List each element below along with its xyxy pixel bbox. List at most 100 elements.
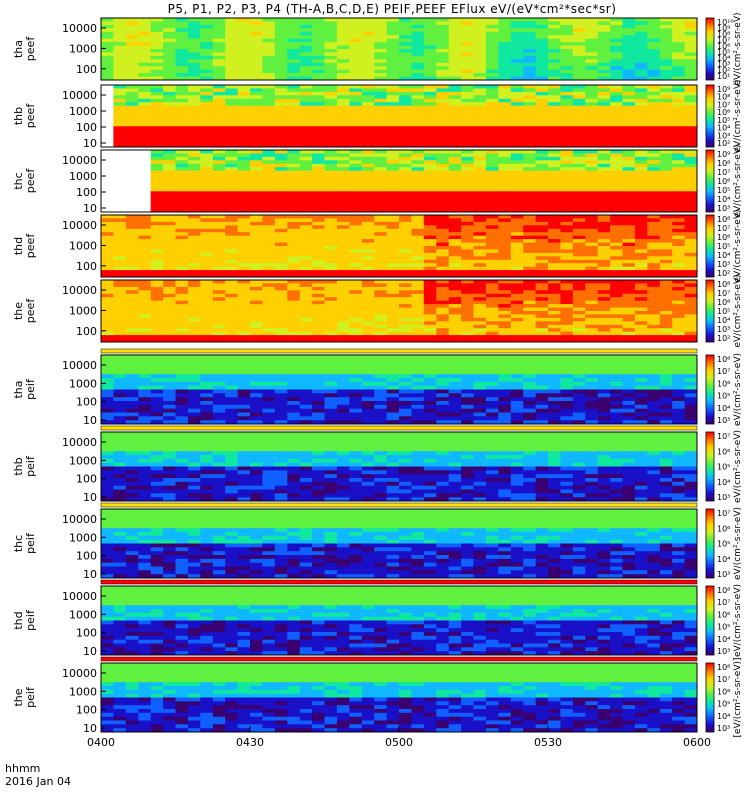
heatmap-cell [672, 208, 686, 213]
heatmap-cell [163, 163, 176, 168]
heatmap-cell [225, 246, 239, 250]
heatmap-cell [299, 393, 313, 398]
heatmap-cell [597, 270, 611, 274]
heatmap-cell [212, 45, 226, 50]
heatmap-cell [461, 85, 474, 89]
heatmap-cell [200, 366, 214, 371]
heatmap-cell [548, 181, 561, 185]
heatmap-cell [523, 266, 537, 271]
heatmap-cell [423, 160, 437, 165]
heatmap-cell [473, 170, 487, 175]
heatmap-cell [560, 122, 574, 127]
heatmap-cell [672, 91, 686, 96]
heatmap-cell [274, 393, 288, 398]
heatmap-cell [386, 397, 400, 402]
heatmap-cell [448, 252, 462, 257]
heatmap-cell [237, 256, 251, 261]
heatmap-cell [647, 246, 661, 250]
heatmap-cell [510, 91, 524, 96]
heatmap-cell [510, 150, 524, 154]
heatmap-cell [647, 55, 661, 60]
heatmap-cell [138, 358, 152, 364]
heatmap-cell [659, 170, 673, 175]
heatmap-cell [336, 69, 350, 74]
heatmap-cell [262, 208, 276, 213]
heatmap-cell [399, 126, 412, 131]
heatmap-cell [336, 191, 350, 196]
heatmap-cell [461, 273, 474, 278]
heatmap-cell [101, 55, 114, 60]
heatmap-cell [113, 140, 127, 144]
heatmap-cell [548, 205, 561, 209]
heatmap-cell [386, 76, 400, 81]
heatmap-cell [585, 304, 599, 308]
heatmap-cell [523, 116, 537, 120]
heatmap-cell [237, 49, 251, 53]
heatmap-cell [250, 205, 263, 209]
heatmap-cell [250, 69, 263, 74]
heatmap-cell [535, 170, 549, 175]
heatmap-cell [349, 62, 363, 67]
heatmap-cell [274, 208, 288, 213]
heatmap-cell [299, 191, 313, 196]
heatmap-cell [125, 95, 139, 100]
heatmap-cell [287, 246, 301, 250]
heatmap-cell [498, 62, 512, 67]
heatmap-cell [585, 52, 599, 57]
heatmap-cell [423, 311, 437, 315]
heatmap-cell [287, 85, 301, 89]
heatmap-cell [535, 24, 549, 29]
heatmap-cell [560, 181, 574, 185]
heatmap-cell [237, 215, 251, 219]
heatmap-cell [175, 198, 189, 203]
heatmap-cell [485, 136, 499, 141]
heatmap-cell [287, 102, 301, 107]
heatmap-cell [510, 218, 524, 223]
heatmap-cell [299, 273, 313, 278]
heatmap-cell [485, 69, 499, 74]
heatmap-cell [237, 293, 251, 298]
heatmap-cell [299, 112, 313, 117]
heatmap-cell [423, 201, 437, 206]
y-tick-label: 10000 [62, 284, 97, 297]
heatmap-cell [622, 62, 636, 67]
heatmap-cell [274, 18, 288, 22]
heatmap-cell [125, 385, 139, 390]
heatmap-cell [634, 187, 648, 192]
heatmap-cell [659, 259, 673, 264]
heatmap-cell [436, 62, 450, 67]
heatmap-cell [672, 228, 686, 233]
heatmap-cell [622, 126, 636, 131]
heatmap-cell [647, 221, 661, 226]
heatmap-cell [125, 76, 139, 81]
heatmap-cell [262, 66, 276, 71]
heatmap-cell [498, 76, 512, 81]
heatmap-cell [684, 252, 698, 257]
heatmap-cell [684, 256, 698, 261]
heatmap-cell [548, 338, 561, 343]
heatmap-cell [299, 335, 313, 339]
heatmap-cell [597, 28, 611, 33]
heatmap-cell [622, 129, 636, 134]
colorbar-tick-label: 10² [717, 269, 730, 278]
heatmap-cell [374, 187, 388, 192]
heatmap-cell [312, 370, 325, 375]
heatmap-cell [287, 201, 301, 206]
heatmap-cell [535, 389, 549, 394]
heatmap-cell [312, 187, 325, 192]
heatmap-cell [498, 385, 512, 390]
heatmap-cell [436, 177, 450, 182]
heatmap-cell [473, 324, 487, 329]
heatmap-cell [436, 259, 450, 264]
heatmap-cell [163, 280, 176, 284]
heatmap-cell [548, 163, 561, 168]
heatmap-cell [485, 62, 499, 67]
heatmap-cell [349, 163, 363, 168]
heatmap-cell [572, 300, 586, 305]
heatmap-cell [399, 366, 412, 371]
heatmap-cell [672, 119, 686, 124]
heatmap-cell [436, 167, 450, 172]
heatmap-cell [113, 389, 127, 394]
heatmap-cell [622, 38, 636, 43]
heatmap-cell [312, 150, 325, 154]
